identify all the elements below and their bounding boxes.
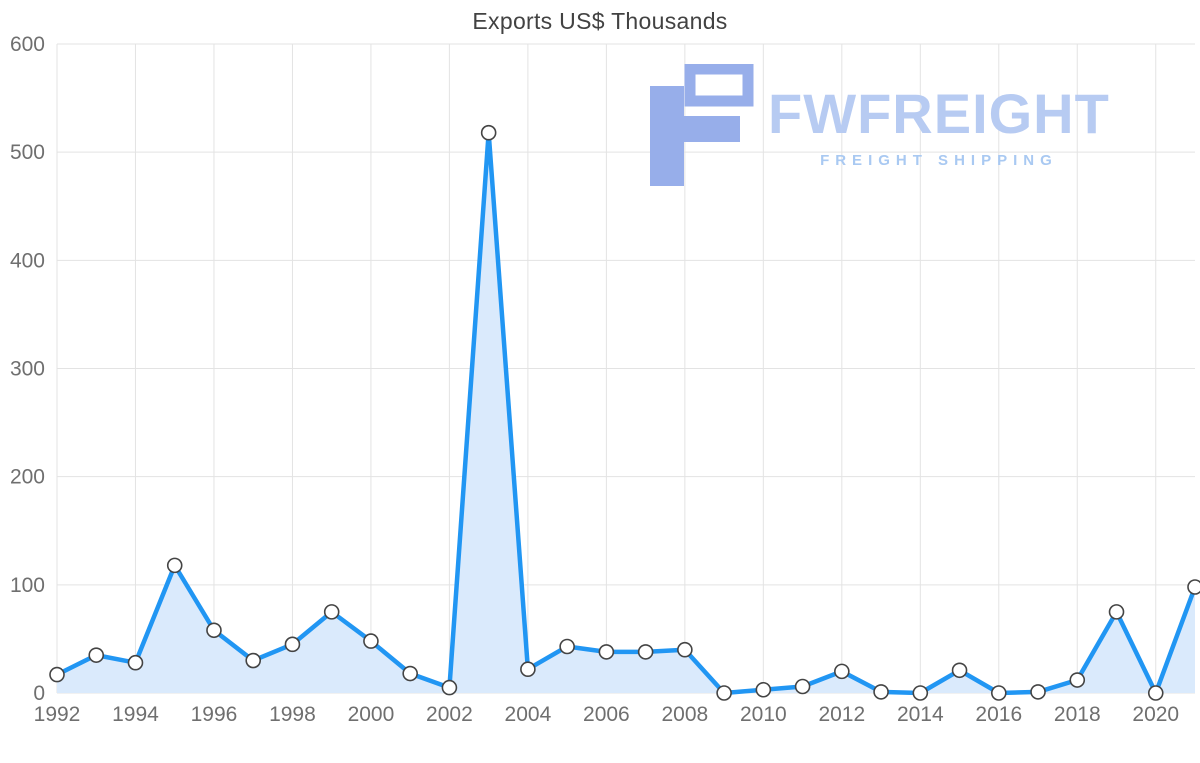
data-point-marker[interactable] — [755, 681, 772, 698]
x-tick-label: 2012 — [818, 703, 865, 726]
y-tick-label: 500 — [10, 141, 45, 164]
x-tick-label: 2010 — [740, 703, 787, 726]
data-point-marker[interactable] — [1187, 579, 1200, 595]
data-point-marker[interactable] — [990, 685, 1007, 701]
x-tick-label: 2020 — [1132, 703, 1179, 726]
data-point-marker[interactable] — [716, 685, 732, 701]
data-point-marker[interactable] — [323, 604, 340, 620]
y-tick-label: 300 — [10, 358, 45, 381]
x-tick-label: 2018 — [1054, 703, 1101, 726]
data-point-marker[interactable] — [1030, 684, 1046, 700]
x-tick-label: 2002 — [426, 703, 473, 726]
data-point-marker[interactable] — [1108, 604, 1125, 620]
data-point-marker[interactable] — [245, 652, 262, 669]
series-area-fill — [57, 132, 1195, 694]
data-point-marker[interactable] — [873, 684, 889, 700]
data-point-marker[interactable] — [166, 557, 183, 574]
data-point-marker[interactable] — [559, 638, 575, 655]
x-tick-label: 2006 — [583, 703, 630, 726]
data-point-marker[interactable] — [206, 622, 222, 639]
y-tick-label: 100 — [10, 574, 45, 597]
x-tick-label: 2016 — [975, 703, 1022, 726]
data-point-marker[interactable] — [637, 644, 654, 660]
data-point-marker[interactable] — [598, 644, 615, 660]
data-point-marker[interactable] — [1069, 672, 1086, 688]
x-tick-label: 1994 — [112, 703, 159, 726]
series-line — [54, 130, 1198, 696]
y-tick-label: 600 — [10, 33, 45, 56]
data-point-marker[interactable] — [127, 654, 144, 671]
x-tick-label: 1996 — [191, 703, 238, 726]
data-point-marker[interactable] — [520, 661, 536, 678]
data-point-marker[interactable] — [49, 666, 65, 683]
x-tick-label: 1998 — [269, 703, 316, 726]
y-tick-label: 0 — [33, 682, 45, 705]
data-point-marker[interactable] — [677, 641, 693, 658]
chart-title: Exports US$ Thousands — [472, 8, 728, 34]
data-point-marker[interactable] — [402, 665, 418, 682]
y-tick-label: 400 — [10, 249, 45, 272]
data-point-marker[interactable] — [363, 633, 379, 649]
x-tick-label: 1992 — [34, 703, 81, 726]
x-tick-label: 2014 — [897, 703, 944, 726]
data-point-marker[interactable] — [284, 636, 301, 653]
data-point-marker[interactable] — [441, 679, 458, 696]
data-point-marker[interactable] — [88, 647, 105, 663]
data-point-marker[interactable] — [480, 124, 497, 141]
x-tick-label: 2008 — [662, 703, 709, 726]
data-point-marker[interactable] — [794, 678, 811, 695]
data-point-marker[interactable] — [834, 663, 850, 680]
data-point-marker[interactable] — [951, 662, 968, 679]
data-point-marker[interactable] — [1147, 685, 1164, 701]
x-tick-label: 2004 — [505, 703, 552, 726]
y-tick-label: 200 — [10, 466, 45, 489]
data-point-marker[interactable] — [912, 685, 929, 701]
x-tick-label: 2000 — [348, 703, 395, 726]
